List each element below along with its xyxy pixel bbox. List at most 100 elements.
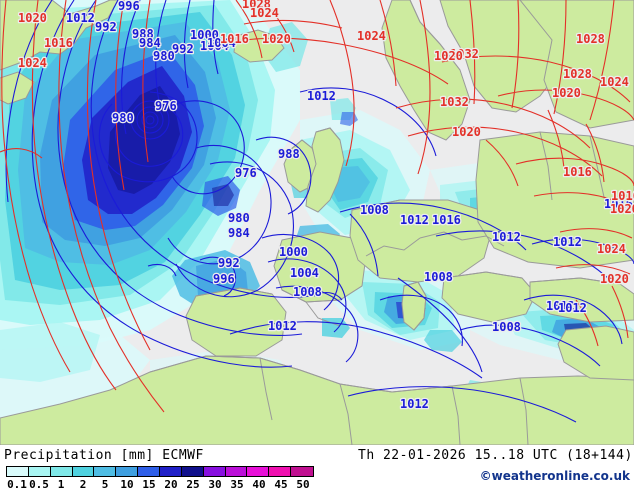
land-greenland-south xyxy=(0,71,35,105)
isobar-label-halo: 1020 xyxy=(552,86,581,100)
isobar-label-halo: 1008 xyxy=(492,320,521,334)
isobar-label-halo: 1016 xyxy=(432,213,461,227)
isobar-label-halo: 1012 xyxy=(553,235,582,249)
weather-map-canvas[interactable]: 996 996 992 992 988 988 984 984 1000 1000 1004 1004… xyxy=(0,0,634,445)
isobar-label-halo: 1008 xyxy=(424,270,453,284)
isobar-label-halo: 1028 xyxy=(563,67,592,81)
isobar-label: 1024 xyxy=(600,75,629,89)
isobar-label-halo: 1012 xyxy=(400,397,429,411)
isobar-label: 976 xyxy=(155,99,177,113)
isobar-label: 992 xyxy=(172,42,194,56)
isobar-label-halo: 1004 xyxy=(200,39,229,53)
isobar-label-halo: 988 xyxy=(278,147,300,161)
isobar-label-halo: 992 xyxy=(172,42,194,56)
isobar-label: 984 xyxy=(228,226,250,240)
isobar-label: 1012 xyxy=(66,11,95,25)
isobar-label: 1028 xyxy=(576,32,605,46)
isobar-label-halo: 1032 xyxy=(440,95,469,109)
isobar-label-halo: 1016 xyxy=(563,165,592,179)
isobar-label-halo: 1024 xyxy=(600,75,629,89)
colorbar-tick: 20 xyxy=(164,478,178,491)
precipitation-colorbar[interactable]: 0.1 0.5 1 2 5 10 15 20 25 30 35 40 45 50 xyxy=(6,466,336,491)
isobar-label-halo: 976 xyxy=(235,166,257,180)
isobar-label: 1016 xyxy=(44,36,73,50)
colorbar-swatch xyxy=(28,467,51,476)
isobar-label: 1008 xyxy=(424,270,453,284)
isobar-label: 1012 xyxy=(492,230,521,244)
isobars-low xyxy=(5,0,634,423)
isobar-label: 988 xyxy=(132,27,154,41)
isobar-label: 1032 xyxy=(440,95,469,109)
isobar-label: 980 xyxy=(153,49,175,63)
isobar-label: 992 xyxy=(95,20,117,34)
isobar-label: 1020 xyxy=(434,49,463,63)
colorbar-tick: 45 xyxy=(274,478,288,491)
isobars-high xyxy=(0,0,634,413)
isobar-label: 1028 xyxy=(242,0,271,11)
isobar-label-halo: 1012 xyxy=(307,89,336,103)
land-greenland xyxy=(0,0,119,71)
isobar-label-halo: 1020 xyxy=(434,49,463,63)
isobar-label-halo: 1012 xyxy=(400,213,429,227)
isobar-label-halo: 988 xyxy=(132,27,154,41)
isobar-label-halo: 1004 xyxy=(290,266,319,280)
isobar-label-halo: 980 xyxy=(153,49,175,63)
colorbar-swatch xyxy=(116,467,139,476)
isobar-label: 996 xyxy=(118,0,140,13)
map-graphics xyxy=(0,0,634,445)
isobar-label-halo: 992 xyxy=(95,20,117,34)
isobar-label-halo: 1024 xyxy=(250,6,279,20)
isobar-label-halo: 980 xyxy=(112,111,134,125)
coastlines xyxy=(149,0,621,445)
isobar-label-halo: 1016 xyxy=(44,36,73,50)
isobar-label: 1020 xyxy=(552,86,581,100)
isobar-label: 1016 xyxy=(611,189,634,203)
isobar-label: 1016 xyxy=(220,32,249,46)
colorbar-swatch xyxy=(72,467,95,476)
isobar-label-halo: 1024 xyxy=(597,242,626,256)
isobar-label: 1024 xyxy=(18,56,47,70)
copyright-label: ©weatheronline.co.uk xyxy=(479,469,630,483)
isobar-label: 1012 xyxy=(400,397,429,411)
isobar-label: 1000 xyxy=(190,28,219,42)
isobar-label: 1008 xyxy=(492,320,521,334)
colorbar-swatch xyxy=(7,467,29,476)
isobar-label-halo: 1012 xyxy=(558,301,587,315)
colorbar-tick: 30 xyxy=(208,478,222,491)
isobar-label-halo: 980 xyxy=(228,211,250,225)
isobar-label: 996 xyxy=(213,272,235,286)
colorbar-swatch xyxy=(50,467,73,476)
isobar-label: 1020 xyxy=(262,32,291,46)
isobar-label-halo: 1008 xyxy=(293,285,322,299)
isobar-label: 1020 xyxy=(610,202,634,216)
isobar-label-halo: 1016 xyxy=(220,32,249,46)
colorbar-swatch xyxy=(138,467,161,476)
map-footer: Precipitation [mm] ECMWF Th 22-01-2026 1… xyxy=(0,445,634,491)
isobar-label: 1020 xyxy=(600,272,629,286)
isobar-label-halo: 1024 xyxy=(18,56,47,70)
isobar-label: 976 xyxy=(235,166,257,180)
colorbar-swatch xyxy=(203,467,226,476)
isobar-label-halo: 1020 xyxy=(18,11,47,25)
isobar-label: 1020 xyxy=(18,11,47,25)
isobar-label-halo: 1000 xyxy=(279,245,308,259)
isobar-label: 1004 xyxy=(290,266,319,280)
colorbar-swatch xyxy=(225,467,248,476)
isobar-labels-high: 1020102010161016102410241028102810241024… xyxy=(17,0,634,287)
isobar-label: 1012 xyxy=(546,299,575,313)
isobar-label-halo: 1016 xyxy=(604,197,633,211)
isobar-label-halo: 996 xyxy=(118,0,140,13)
isobar-label-halo: 992 xyxy=(218,256,240,270)
colorbar-tick: 2 xyxy=(79,478,87,491)
colorbar-tick: 25 xyxy=(186,478,200,491)
isobar-label: 984 xyxy=(139,36,161,50)
isobar-label: 1012 xyxy=(268,319,297,333)
isobar-label-halo: 984 xyxy=(139,36,161,50)
isobar-label-halo: 1012 xyxy=(66,11,95,25)
isobar-label: 1024 xyxy=(597,242,626,256)
isobar-label: 988 xyxy=(278,147,300,161)
colorbar-swatch xyxy=(181,467,204,476)
colorbar-tick: 1 xyxy=(57,478,65,491)
